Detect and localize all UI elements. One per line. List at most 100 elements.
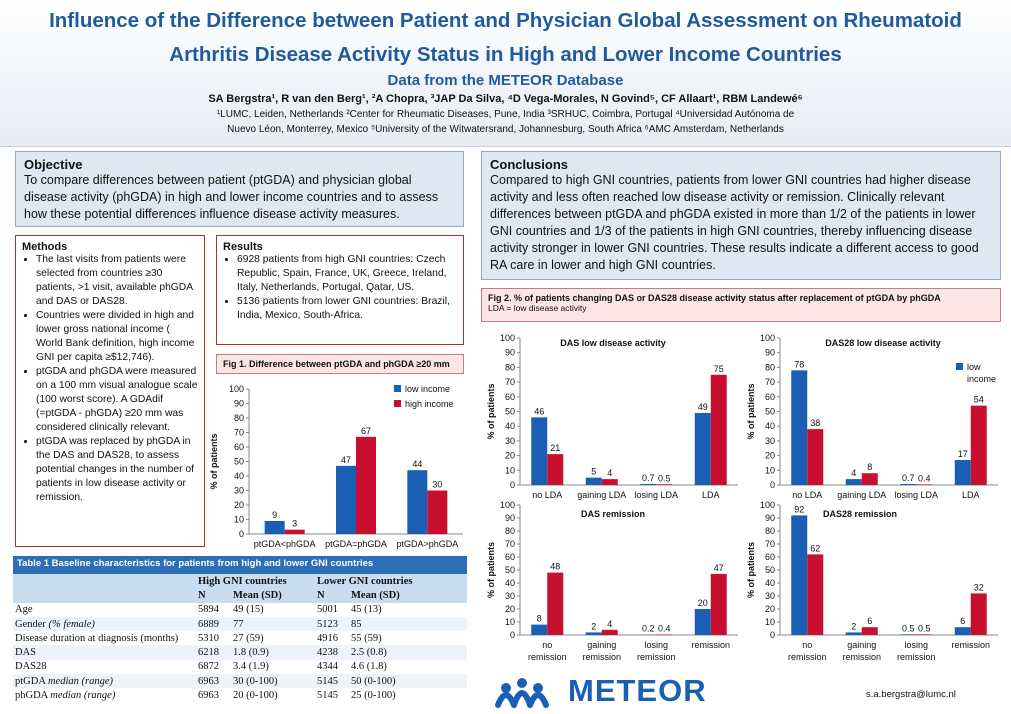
table-cell-high-mean: 1.8 (0.9) — [233, 647, 269, 659]
bar-value-label: 20 — [698, 598, 708, 608]
y-tick-label: 0 — [770, 630, 775, 640]
table-row-label-text: DAS28 — [15, 661, 47, 673]
y-tick-label: 20 — [765, 451, 775, 461]
table-row-label: Disease duration at diagnosis (months) — [13, 631, 196, 645]
y-tick-label: 70 — [505, 377, 515, 387]
table-row: phGDA median (range) 6963 20 (0-100) 5145 25… — [13, 688, 467, 703]
bar-value-label: 49 — [698, 402, 708, 412]
bar — [640, 483, 657, 485]
x-tick-label: losing LDA — [634, 490, 678, 500]
x-tick-label: no remission — [528, 640, 567, 662]
y-tick-label: 80 — [505, 362, 515, 372]
y-tick-label: 0 — [239, 529, 244, 539]
table-row-label-note: median (range) — [47, 675, 113, 687]
bar — [407, 470, 428, 534]
x-tick-label: gaining remission — [842, 640, 881, 662]
legend-label: low income — [405, 384, 450, 394]
table-cell-high-mean: 77 — [233, 618, 244, 630]
bar-value-label: 38 — [810, 418, 820, 428]
y-tick-label: 60 — [765, 392, 775, 402]
contact-email[interactable]: s.a.bergstra@lumc.nl — [866, 689, 956, 700]
fig1-title: Fig 1. Difference between ptGDA and phGD… — [223, 359, 450, 369]
table-row-label: DAS28 — [13, 660, 196, 674]
y-tick-label: 100 — [500, 333, 515, 343]
bar-value-label: 48 — [550, 562, 560, 572]
table1-group-high: High GNI countries — [198, 575, 287, 587]
table1-col-mean: Mean (SD) — [233, 589, 282, 601]
y-tick-label: 80 — [505, 526, 515, 536]
table-row-label-text: phGDA — [15, 690, 51, 702]
table1-col-n: N — [198, 589, 206, 601]
x-tick-label: LDA — [702, 490, 720, 500]
bar — [970, 405, 987, 485]
poster-subtitle: Data from the METEOR Database — [387, 72, 624, 89]
y-tick-label: 40 — [505, 421, 515, 431]
objective-heading: Objective — [24, 157, 83, 172]
table1-grid: High GNI countries Lower GNI countries N… — [13, 574, 467, 703]
table-row-label-note: (% female) — [48, 618, 95, 630]
bar — [656, 634, 673, 635]
bar-value-label: 4 — [607, 468, 612, 478]
bar-value-label: 4 — [851, 468, 856, 478]
table1-body: Age 5894 49 (15) 5001 45 (13) Gender (% femal… — [13, 602, 467, 703]
table-cell-high-mean: 49 (15) — [233, 604, 264, 616]
bar — [531, 624, 548, 635]
bar-value-label: 54 — [974, 395, 984, 405]
legend-swatch — [394, 385, 401, 392]
table-cell-high-mean: 27 (59) — [233, 632, 264, 644]
x-tick-label-line: losing — [904, 640, 928, 650]
x-tick-label-line: no — [542, 640, 552, 650]
y-tick-label: 70 — [765, 377, 775, 387]
bar — [916, 634, 933, 635]
table-row-label-text: DAS — [15, 647, 37, 659]
y-tick-label: 10 — [505, 465, 515, 475]
table-cell-low-mean: 50 (0-100) — [351, 675, 396, 687]
legend-label: income — [967, 374, 996, 384]
table1-title: Table 1 Baseline characteristics for pat… — [13, 556, 467, 574]
y-tick-label: 90 — [505, 513, 515, 523]
bar-value-label: 0.4 — [918, 473, 931, 483]
table-cell-high-n: 6963 — [198, 690, 219, 702]
table-cell-high-n: 6872 — [198, 661, 219, 673]
table1-col-mean: Mean (SD) — [351, 589, 400, 601]
y-tick-label: 50 — [505, 407, 515, 417]
methods-item: ptGDA and phGDA were measured on a 100 m… — [36, 365, 198, 435]
legend-label: low — [967, 362, 981, 372]
objective-text: To compare differences between patient (… — [24, 173, 439, 221]
y-tick-label: 70 — [765, 539, 775, 549]
table1-group-low: Lower GNI countries — [317, 575, 413, 587]
y-axis-label: % of patients — [746, 383, 756, 439]
affiliations-line-1: ¹LUMC, Leiden, Netherlands ²Center for R… — [216, 109, 795, 120]
x-tick-label-line: remission — [582, 652, 621, 662]
y-tick-label: 10 — [765, 465, 775, 475]
bar-value-label: 6 — [867, 616, 872, 626]
conclusions-heading: Conclusions — [490, 157, 569, 172]
meteor-logo-icon — [495, 678, 549, 708]
bar-value-label: 0.4 — [658, 623, 671, 633]
x-tick-label: no LDA — [532, 490, 562, 500]
bar — [601, 479, 618, 485]
bar — [954, 627, 971, 635]
y-tick-label: 100 — [500, 500, 515, 510]
results-heading: Results — [223, 241, 263, 253]
x-tick-label: gaining remission — [582, 640, 621, 662]
legend-swatch — [956, 363, 963, 370]
bar-value-label: 30 — [432, 480, 442, 490]
das-remission-chart: 0 10 20 30 40 50 60 70 80 90 100 % of patients DAS r… — [486, 500, 738, 662]
table-row-label: phGDA median (range) — [13, 688, 196, 702]
table-cell-low-mean: 85 — [351, 618, 362, 630]
table-row: Gender (% female) 6889 77 5123 85 — [13, 616, 467, 632]
bar — [694, 609, 711, 635]
y-tick-label: 100 — [229, 384, 244, 394]
bar-value-label: 8 — [537, 614, 542, 624]
y-tick-label: 20 — [234, 500, 244, 510]
results-item: 6928 patients from high GNI countries: C… — [237, 253, 457, 295]
bar — [427, 490, 448, 534]
bar-value-label: 44 — [412, 459, 422, 469]
table1-subheader-row: N Mean (SD) N Mean (SD) — [13, 588, 467, 603]
bar — [900, 634, 917, 635]
bar — [601, 629, 618, 635]
x-tick-label: ptGDA>phGDA — [396, 539, 458, 549]
y-tick-label: 30 — [505, 436, 515, 446]
bar-value-label: 3 — [292, 519, 297, 529]
